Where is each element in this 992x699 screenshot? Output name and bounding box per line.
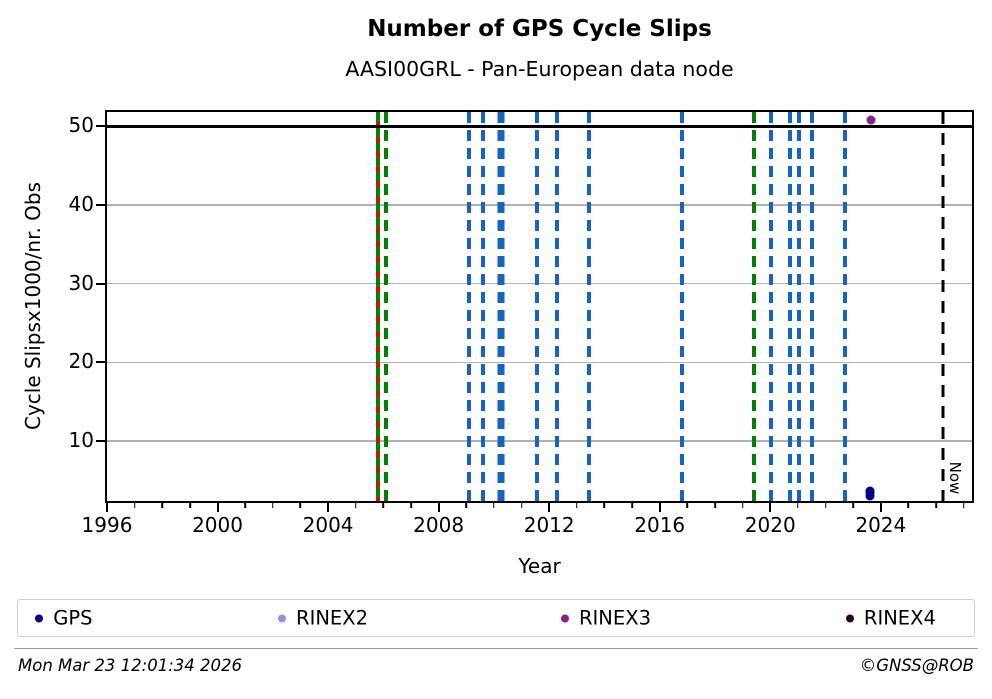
legend-label: RINEX2	[296, 606, 369, 630]
x-tick-minor	[493, 503, 495, 508]
legend-item-rinex4: RINEX4	[845, 606, 936, 630]
gps-point	[865, 486, 875, 496]
y-tick	[96, 282, 105, 285]
x-tick-label: 1996	[81, 513, 133, 537]
x-tick-major	[658, 503, 661, 512]
x-tick-label: 2004	[302, 513, 354, 537]
footer-credit: ©GNSS@ROB	[859, 656, 974, 675]
event-line-green	[384, 112, 389, 501]
legend: GPS RINEX2 RINEX3 RINEX4	[17, 599, 975, 637]
rinex3-point	[866, 115, 876, 125]
x-tick-minor	[852, 503, 854, 508]
x-tick-minor	[410, 503, 412, 508]
x-tick-major	[327, 503, 330, 512]
event-line-blue	[554, 112, 559, 501]
x-tick-minor	[631, 503, 633, 508]
y-tick	[96, 361, 105, 364]
chart-title: Number of GPS Cycle Slips	[367, 16, 712, 42]
y-tick-label: 40	[68, 191, 94, 216]
x-tick-minor	[520, 503, 523, 508]
x-tick-major	[106, 503, 108, 512]
x-tick-minor	[465, 503, 468, 508]
x-tick-major	[769, 503, 772, 512]
legend-label: GPS	[53, 606, 93, 630]
x-tick-minor	[244, 503, 246, 508]
x-tick-label: 2000	[192, 513, 243, 537]
now-line	[941, 112, 945, 501]
x-tick-minor	[824, 503, 827, 508]
y-tick-label: 10	[68, 427, 94, 452]
clip-line	[107, 124, 972, 128]
x-tick-minor	[189, 503, 191, 508]
grid-line	[107, 361, 972, 364]
legend-label: RINEX3	[579, 606, 651, 630]
event-line-blue	[480, 112, 485, 501]
x-tick-label: 2016	[634, 513, 686, 537]
x-tick-major	[216, 503, 219, 512]
x-tick-minor	[299, 503, 302, 508]
event-line-blue	[679, 112, 684, 501]
x-tick-minor	[962, 503, 965, 508]
plot-area: Now 10 20 30 40 50 1996 2000 2004 2008 2012 2016 202…	[69, 110, 974, 537]
x-tick-minor	[603, 503, 606, 508]
x-tick-label: 2012	[523, 513, 575, 537]
legend-item-rinex2: RINEX2	[278, 607, 368, 630]
footer-divider	[14, 648, 978, 649]
x-tick-major	[879, 503, 882, 512]
grid-line	[107, 282, 972, 285]
y-tick-label: 50	[68, 112, 94, 137]
x-tick-minor	[382, 503, 385, 508]
event-line-green	[752, 112, 757, 501]
event-line-blue	[497, 112, 505, 501]
grid-line	[107, 440, 972, 442]
gps-point	[865, 491, 875, 501]
x-tick-label: 2008	[413, 513, 465, 537]
x-tick-minor	[686, 503, 689, 508]
rinex2-marker-icon	[278, 614, 287, 622]
x-tick-minor	[161, 503, 164, 508]
event-line-blue	[797, 112, 801, 501]
x-tick-major	[548, 503, 551, 512]
rinex3-marker-icon	[561, 614, 569, 622]
y-tick-label: 30	[68, 270, 94, 295]
y-tick	[96, 203, 105, 206]
x-tick-minor	[714, 503, 716, 508]
y-tick	[96, 125, 105, 128]
event-line-blue	[842, 112, 847, 501]
x-tick-minor	[354, 503, 357, 508]
x-tick-minor	[272, 503, 274, 508]
event-line-blue	[769, 112, 774, 501]
x-tick-minor	[133, 503, 136, 508]
gps-marker-icon	[35, 614, 44, 622]
x-axis-label: Year	[518, 554, 561, 578]
x-tick-label: 2020	[744, 513, 796, 537]
legend-item-rinex3: RINEX3	[561, 607, 651, 630]
rinex4-marker-icon	[845, 614, 854, 622]
y-tick	[96, 440, 105, 443]
chart-subtitle: AASI00GRL - Pan-European data node	[345, 57, 734, 81]
x-tick-label: 2024	[855, 513, 907, 537]
x-tick-minor	[741, 503, 744, 508]
footer-timestamp: Mon Mar 23 12:01:34 2026	[18, 656, 242, 675]
event-line-blue	[467, 112, 472, 501]
now-label: Now	[945, 461, 964, 494]
grid-line	[107, 204, 972, 206]
event-line-blue	[809, 112, 814, 501]
event-line-blue	[788, 112, 793, 501]
legend-item-gps: GPS	[35, 607, 92, 630]
event-line-blue	[587, 112, 592, 501]
x-tick-minor	[797, 503, 799, 508]
x-tick-minor	[576, 503, 578, 508]
legend-label: RINEX4	[863, 606, 936, 630]
event-line-blue	[534, 112, 539, 501]
x-tick-minor	[907, 503, 910, 508]
x-tick-minor	[935, 503, 937, 508]
x-tick-major	[437, 503, 440, 512]
y-tick-label: 20	[68, 349, 94, 374]
event-line-red-green	[376, 112, 381, 501]
